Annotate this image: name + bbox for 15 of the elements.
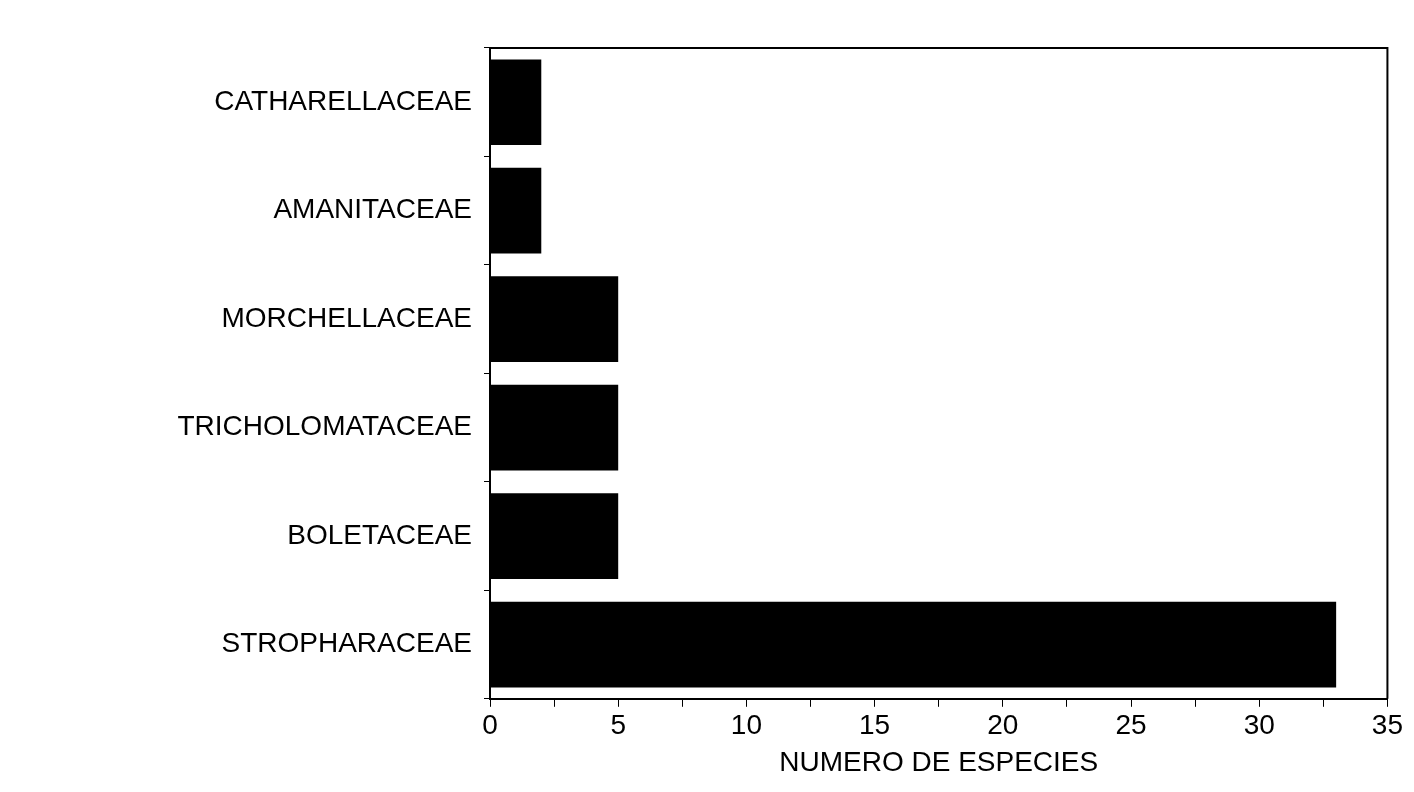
y-tick-label: CATHARELLACEAE [214,84,472,116]
x-tick-label: 35 [1371,709,1404,741]
x-tick-label: 15 [859,709,891,741]
y-tick-label: TRICHOLOMATACEAE [177,410,472,442]
x-axis-title: NUMERO DE ESPECIES [779,745,1099,777]
y-tick-label: MORCHELLACEAE [221,301,472,333]
y-tick-label: STROPHARACEAE [221,627,472,659]
x-tick-label: 5 [610,709,626,741]
y-tick-label: BOLETACEAE [287,518,472,550]
x-tick-label: 30 [1243,709,1275,741]
x-tick-label: 20 [987,709,1019,741]
x-tick-label: 10 [730,709,762,741]
x-tick-label: 0 [482,709,498,741]
y-tick-label: AMANITACEAE [273,193,472,225]
x-tick-label: 25 [1115,709,1147,741]
